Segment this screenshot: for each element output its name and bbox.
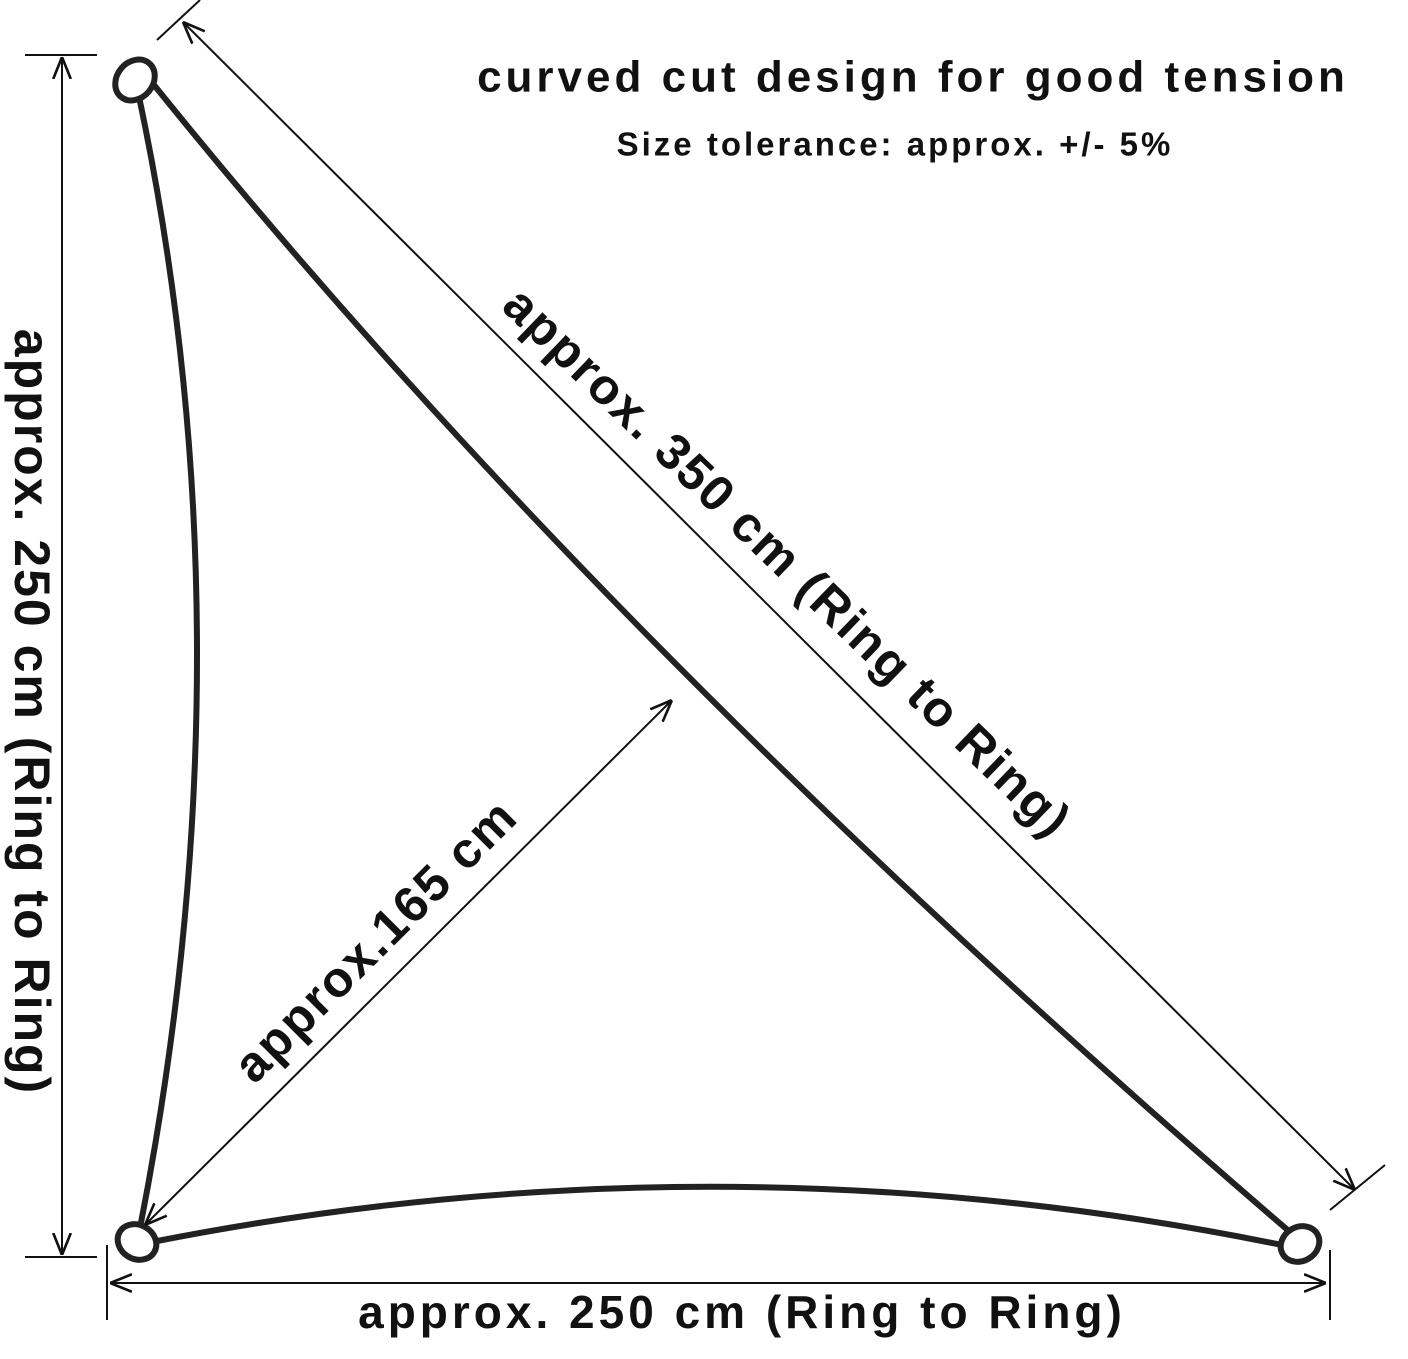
sail — [112, 56, 1323, 1265]
title: curved cut design for good tension — [477, 53, 1349, 102]
height-label: approx.165 cm — [223, 788, 529, 1094]
bottom-side-label: approx. 250 cm (Ring to Ring) — [358, 1286, 1126, 1338]
left-side-label: approx. 250 cm (Ring to Ring) — [4, 329, 60, 1095]
hypotenuse-label: approx. 350 cm (Ring to Ring) — [493, 276, 1083, 849]
subtitle: Size tolerance: approx. +/- 5% — [617, 126, 1174, 163]
dimension-lines — [25, 0, 1386, 1320]
